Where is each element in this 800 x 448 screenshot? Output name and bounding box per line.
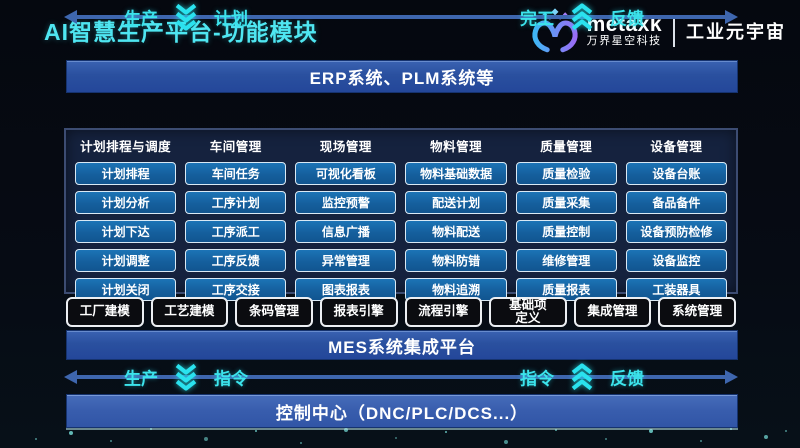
module-chip: 质量采集 xyxy=(515,191,617,214)
module-column-shopfloor: 现场管理 可视化看板 监控预警 信息广播 异常管理 图表报表 xyxy=(295,135,397,301)
module-chip: 物料基础数据 xyxy=(405,162,507,185)
foundation-button: 流程引擎 xyxy=(404,297,483,327)
module-chip: 质量控制 xyxy=(515,220,617,243)
triple-chevron-up-icon xyxy=(571,363,593,390)
module-chip: 工序派工 xyxy=(185,220,287,243)
module-column-material: 物料管理 物料基础数据 配送计划 物料配送 物料防错 物料追溯 xyxy=(405,135,507,301)
arrowhead-right-icon xyxy=(725,369,738,384)
flow-row-bottom: 生产 指令 指令 反馈 xyxy=(64,360,738,393)
foundation-button: 集成管理 xyxy=(573,297,652,327)
module-chip: 设备台账 xyxy=(625,162,727,185)
module-chip: 设备预防检修 xyxy=(625,220,727,243)
foundation-button-row: 工厂建模 工艺建模 条码管理 报表引擎 流程引擎 基础项 定义 集成管理 系统管… xyxy=(66,297,736,327)
flow-label: 反馈 xyxy=(610,369,644,388)
triple-chevron-down-icon xyxy=(175,3,197,31)
column-header: 现场管理 xyxy=(319,140,372,154)
module-chip: 计划分析 xyxy=(75,191,177,214)
foundation-button: 基础项 定义 xyxy=(489,297,567,327)
column-header: 设备管理 xyxy=(650,140,703,154)
module-chip: 监控预警 xyxy=(295,191,397,214)
triple-chevron-down-icon xyxy=(175,363,197,390)
flow-label: 生产 xyxy=(124,9,158,29)
flow-bottom-left-group: 生产 指令 xyxy=(124,363,248,390)
module-chip: 计划关闭 xyxy=(75,278,177,301)
logo-text: metaxk 万界星空科技 xyxy=(587,14,662,48)
flow-label: 指令 xyxy=(214,369,248,388)
flow-line xyxy=(69,15,733,19)
flow-bottom-right-group: 指令 反馈 xyxy=(520,363,644,390)
brand-logo: metaxk 万界星空科技 工业元宇宙 xyxy=(530,7,786,55)
module-chip: 物料追溯 xyxy=(405,278,507,301)
foundation-button: 系统管理 xyxy=(658,297,736,327)
module-chip: 计划下达 xyxy=(75,220,177,243)
arrowhead-right-icon xyxy=(725,10,738,24)
flow-top-left-group: 生产 计划 xyxy=(124,3,248,31)
module-chip: 配送计划 xyxy=(405,191,507,214)
module-chip: 可视化看板 xyxy=(295,162,397,185)
flow-label: 反馈 xyxy=(610,9,644,29)
flow-label: 计划 xyxy=(214,9,248,29)
module-chip: 备品备件 xyxy=(625,191,727,214)
column-header: 车间管理 xyxy=(209,140,262,154)
logo-divider xyxy=(673,15,675,47)
module-chip: 计划调整 xyxy=(75,249,177,272)
module-column-quality: 质量管理 质量检验 质量采集 质量控制 维修管理 质量报表 xyxy=(515,135,617,301)
module-chip: 质量检验 xyxy=(515,162,617,185)
module-chip: 信息广播 xyxy=(295,220,397,243)
flow-line xyxy=(69,374,733,379)
foundation-button: 工厂建模 xyxy=(66,297,144,327)
foundation-button: 条码管理 xyxy=(235,297,313,327)
logo-tagline: 工业元宇宙 xyxy=(686,22,786,42)
control-center-banner: 控制中心（DNC/PLC/DCS...） xyxy=(66,394,738,428)
module-chip: 质量报表 xyxy=(515,278,617,301)
starfield-dots xyxy=(0,0,2,2)
foundation-button: 报表引擎 xyxy=(319,297,398,327)
column-header: 质量管理 xyxy=(540,140,593,154)
module-chip: 工序计划 xyxy=(185,191,287,214)
flow-label: 指令 xyxy=(520,369,554,388)
column-header: 物料管理 xyxy=(430,140,483,154)
flow-row-top: 生产 计划 完工 反馈 xyxy=(64,0,738,34)
column-header: 计划排程与调度 xyxy=(80,140,172,154)
logo-brand: metaxk xyxy=(586,13,662,37)
flow-label: 完工 xyxy=(520,9,554,29)
module-column-equipment: 设备管理 设备台账 备品备件 设备预防检修 设备监控 工装器具 xyxy=(625,135,727,301)
module-chip: 物料防错 xyxy=(405,249,507,272)
module-chip: 设备监控 xyxy=(625,249,727,272)
foundation-button: 工艺建模 xyxy=(150,297,229,327)
module-column-planning: 计划排程与调度 计划排程 计划分析 计划下达 计划调整 计划关闭 xyxy=(75,135,177,301)
mes-modules-panel: 计划排程与调度 计划排程 计划分析 计划下达 计划调整 计划关闭 车间管理 车间… xyxy=(64,128,738,301)
logo-company: 万界星空科技 xyxy=(586,35,662,48)
module-chip: 异常管理 xyxy=(295,249,397,272)
mes-platform-banner: MES系统集成平台 xyxy=(66,330,738,360)
arrowhead-left-icon xyxy=(64,369,77,384)
arrowhead-left-icon xyxy=(64,10,77,24)
triple-chevron-up-icon xyxy=(571,3,593,31)
flow-top-right-group: 完工 反馈 xyxy=(520,3,644,31)
module-column-workshop: 车间管理 车间任务 工序计划 工序派工 工序反馈 工序交接 xyxy=(185,135,287,301)
module-chip: 物料配送 xyxy=(405,220,507,243)
erp-plm-banner: ERP系统、PLM系统等 xyxy=(66,60,738,93)
flow-label: 生产 xyxy=(124,369,158,388)
module-chip: 工序反馈 xyxy=(185,249,287,272)
module-chip: 计划排程 xyxy=(75,162,177,185)
module-chip: 车间任务 xyxy=(185,162,287,185)
module-chip: 工装器具 xyxy=(625,278,727,301)
module-chip: 维修管理 xyxy=(515,249,617,272)
